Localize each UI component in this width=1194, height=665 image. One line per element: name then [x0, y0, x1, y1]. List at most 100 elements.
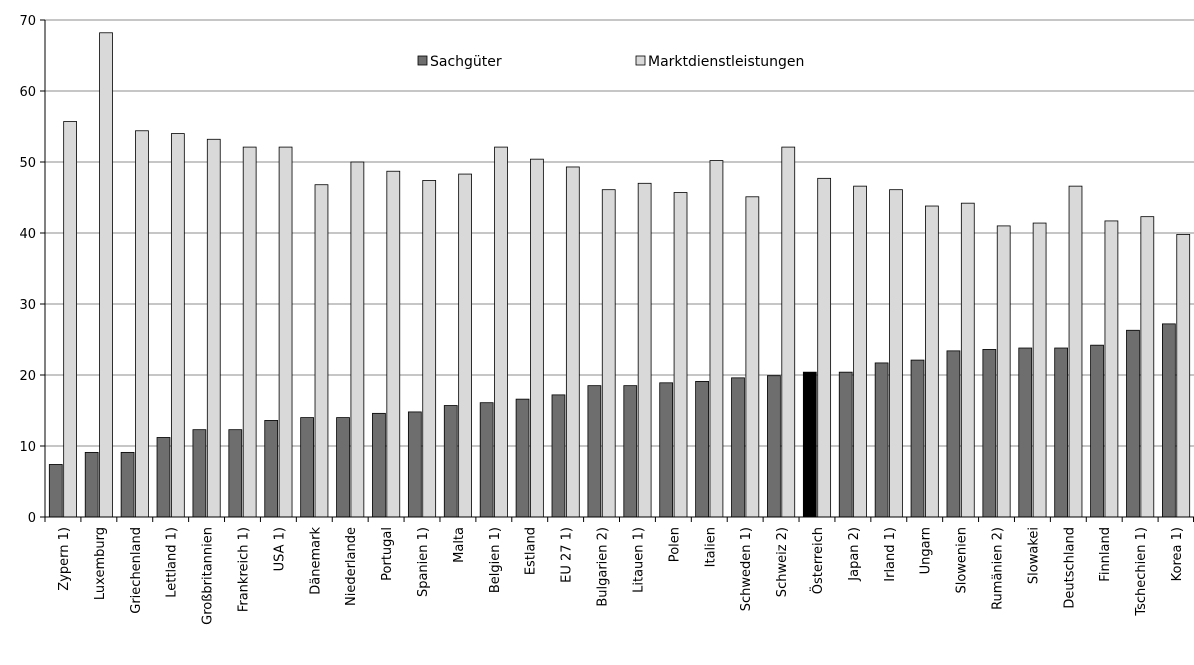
bar-marktdienstleistungen-korea-1: [1176, 234, 1191, 518]
x-label-slowakei: Slowakei: [1026, 527, 1041, 584]
bar-marktdienstleistungen-italien: [709, 160, 724, 518]
bar-sachgueter-spanien-1: [407, 411, 422, 518]
bar-marktdienstleistungen-ungarn: [925, 205, 939, 518]
x-label-spanien-1: Spanien 1): [416, 527, 431, 597]
bar-marktdienstleistungen-portugal: [386, 170, 401, 518]
axes: [40, 19, 1194, 522]
x-label-schweiz-2: Schweiz 2): [775, 527, 790, 597]
bar-sachgueter-deutschland: [1054, 347, 1069, 518]
bar-marktdienstleistungen-usa-1: [278, 146, 293, 518]
bar-sachgueter-rumaenien-2: [982, 349, 997, 518]
bar-marktdienstleistungen-tschechien-1: [1140, 216, 1155, 518]
bar-marktdienstleistungen-slowakei: [1032, 222, 1047, 518]
bar-sachgueter-italien: [695, 380, 709, 518]
bar-marktdienstleistungen-niederlande: [350, 161, 365, 518]
bar-marktdienstleistungen-malta: [458, 173, 472, 518]
bar-marktdienstleistungen-bulgarien-2: [601, 189, 616, 518]
x-label-griechenland: Griechenland: [129, 527, 144, 614]
y-tick-label-30: 30: [19, 298, 36, 313]
y-tick-label-20: 20: [19, 369, 36, 384]
x-label-niederlande: Niederlande: [344, 527, 359, 606]
bar-marktdienstleistungen-schweiz-2: [781, 146, 796, 518]
x-label-estland: Estland: [524, 527, 539, 575]
bar-marktdienstleistungen-spanien-1: [422, 180, 437, 518]
bar-marktdienstleistungen-daenemark: [314, 184, 329, 518]
bar-marktdienstleistungen-zypern-1: [63, 121, 77, 518]
x-label-lettland-1: Lettland 1): [165, 527, 180, 598]
bar-marktdienstleistungen-schweden-1: [745, 196, 760, 518]
x-label-tschechien-1: Tschechien 1): [1134, 527, 1149, 617]
bar-sachgueter-schweiz-2: [767, 375, 781, 518]
x-label-irland-1: Irland 1): [883, 527, 898, 582]
bar-sachgueter-estland: [515, 398, 530, 518]
x-label-korea-1: Korea 1): [1170, 527, 1185, 581]
x-label-malta: Malta: [452, 527, 467, 563]
bar-sachgueter-bulgarien-2: [587, 385, 602, 518]
bar-marktdienstleistungen-litauen-1: [637, 182, 652, 518]
bar-marktdienstleistungen-oesterreich: [817, 177, 832, 518]
bar-sachgueter-schweden-1: [731, 377, 745, 518]
legend-label-sachgueter: Sachgüter: [430, 54, 502, 70]
bar-sachgueter-zypern-1: [48, 464, 63, 518]
bar-sachgueter-finnland: [1090, 344, 1104, 518]
x-label-polen: Polen: [667, 527, 682, 562]
x-label-rumaenien-2: Rumänien 2): [991, 527, 1006, 610]
y-tick-label-10: 10: [19, 440, 36, 455]
x-label-japan-2: Japan 2): [847, 527, 862, 582]
bar-sachgueter-slowakei: [1018, 347, 1033, 518]
x-label-portugal: Portugal: [380, 527, 395, 581]
y-tick-label-70: 70: [19, 14, 36, 29]
bar-sachgueter-polen: [659, 382, 674, 518]
x-label-grossbritannien: Großbritannien: [201, 527, 216, 625]
bar-sachgueter-frankreich-1: [228, 429, 243, 518]
bar-sachgueter-litauen-1: [623, 385, 638, 518]
x-label-slowenien: Slowenien: [955, 527, 970, 594]
bar-sachgueter-slowenien: [946, 350, 961, 518]
x-label-litauen-1: Litauen 1): [631, 527, 646, 593]
x-label-usa-1: USA 1): [272, 527, 287, 571]
bar-marktdienstleistungen-rumaenien-2: [996, 225, 1011, 518]
x-label-schweden-1: Schweden 1): [739, 527, 754, 611]
x-label-daenemark: Dänemark: [308, 527, 323, 595]
bar-sachgueter-oesterreich: [802, 371, 817, 518]
bar-marktdienstleistungen-deutschland: [1068, 185, 1083, 518]
bar-marktdienstleistungen-frankreich-1: [242, 146, 257, 518]
bar-sachgueter-portugal: [372, 412, 386, 518]
bar-sachgueter-tschechien-1: [1126, 329, 1140, 518]
bar-sachgueter-ungarn: [910, 359, 925, 518]
x-label-ungarn: Ungarn: [919, 527, 934, 574]
legend-label-marktdienstleistungen: Marktdienstleistungen: [648, 54, 804, 70]
bar-sachgueter-usa-1: [264, 420, 279, 518]
x-label-frankreich-1: Frankreich 1): [236, 527, 251, 612]
x-label-deutschland: Deutschland: [1062, 527, 1077, 609]
legend-swatch-marktdienstleistungen: [635, 55, 646, 66]
bar-marktdienstleistungen-belgien-1: [494, 146, 508, 518]
y-tick-labels: 0 10 20 30 40 50 60 70: [19, 14, 36, 526]
x-label-eu-27-1: EU 27 1): [560, 527, 575, 583]
x-label-oesterreich: Österreich: [809, 527, 826, 594]
bar-sachgueter-lettland-1: [156, 437, 171, 518]
bar-marktdienstleistungen-luxemburg: [99, 32, 113, 518]
gridlines: [45, 19, 1194, 447]
bar-marktdienstleistungen-grossbritannien: [206, 138, 221, 518]
bar-sachgueter-japan-2: [838, 371, 853, 518]
bar-marktdienstleistungen-eu-27-1: [565, 166, 580, 518]
x-label-finnland: Finnland: [1098, 527, 1113, 582]
bar-marktdienstleistungen-polen: [673, 192, 688, 518]
x-label-italien: Italien: [703, 527, 718, 567]
y-tick-label-40: 40: [19, 227, 36, 242]
bar-sachgueter-luxemburg: [84, 451, 99, 518]
bar-marktdienstleistungen-irland-1: [889, 189, 903, 518]
bar-marktdienstleistungen-japan-2: [853, 185, 867, 518]
bar-sachgueter-korea-1: [1162, 323, 1176, 518]
x-label-belgien-1: Belgien 1): [488, 527, 503, 593]
x-category-labels: Zypern 1) Luxemburg Griechenland Lettland 1…: [57, 527, 1185, 625]
bars: [48, 32, 1191, 518]
bar-sachgueter-irland-1: [874, 362, 889, 518]
bar-sachgueter-niederlande: [336, 417, 350, 518]
legend-swatch-sachgueter: [417, 55, 428, 66]
bar-sachgueter-grossbritannien: [192, 429, 207, 518]
bar-sachgueter-belgien-1: [479, 402, 494, 518]
bar-marktdienstleistungen-griechenland: [135, 130, 149, 518]
